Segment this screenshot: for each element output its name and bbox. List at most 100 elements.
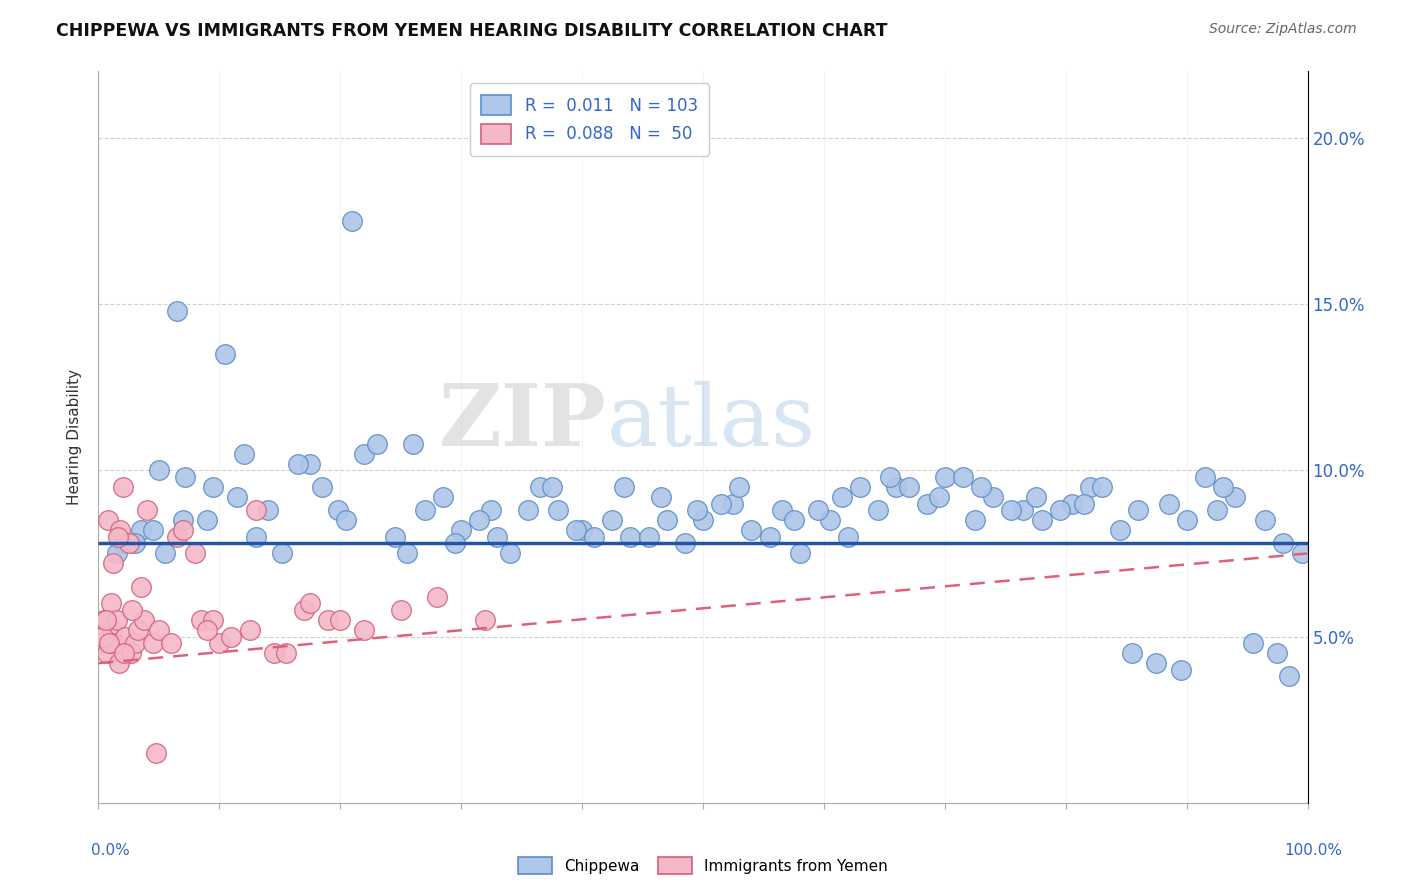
- Point: [807, 503, 830, 517]
- Point: [1128, 503, 1150, 517]
- Point: [868, 503, 890, 517]
- Point: [818, 513, 841, 527]
- Point: [287, 457, 309, 471]
- Point: [565, 523, 588, 537]
- Point: [1121, 646, 1143, 660]
- Point: [1000, 503, 1022, 517]
- Text: CHIPPEWA VS IMMIGRANTS FROM YEMEN HEARING DISABILITY CORRELATION CHART: CHIPPEWA VS IMMIGRANTS FROM YEMEN HEARIN…: [56, 22, 887, 40]
- Point: [673, 536, 696, 550]
- Point: [111, 480, 134, 494]
- Point: [93, 613, 115, 627]
- Point: [108, 523, 131, 537]
- Point: [195, 623, 218, 637]
- Point: [897, 480, 920, 494]
- Point: [145, 746, 167, 760]
- Point: [1078, 480, 1101, 494]
- Point: [1206, 503, 1229, 517]
- Point: [758, 530, 780, 544]
- Point: [166, 303, 188, 318]
- Point: [1073, 497, 1095, 511]
- Point: [789, 546, 811, 560]
- Point: [413, 503, 436, 517]
- Point: [232, 447, 254, 461]
- Point: [965, 513, 987, 527]
- Point: [619, 530, 641, 544]
- Point: [1091, 480, 1114, 494]
- Point: [710, 497, 733, 511]
- Point: [166, 530, 188, 544]
- Point: [655, 513, 678, 527]
- Point: [107, 530, 129, 544]
- Point: [1241, 636, 1264, 650]
- Point: [299, 457, 322, 471]
- Point: [101, 557, 124, 571]
- Point: [129, 580, 152, 594]
- Point: [299, 596, 322, 610]
- Point: [245, 503, 267, 517]
- Point: [135, 503, 157, 517]
- Point: [692, 513, 714, 527]
- Point: [637, 530, 659, 544]
- Point: [583, 530, 606, 544]
- Point: [1291, 546, 1313, 560]
- Point: [444, 536, 467, 550]
- Point: [172, 523, 194, 537]
- Point: [214, 347, 236, 361]
- Point: [1278, 669, 1301, 683]
- Point: [770, 503, 793, 517]
- Point: [981, 490, 1004, 504]
- Point: [91, 636, 114, 650]
- Point: [142, 636, 165, 650]
- Point: [602, 513, 624, 527]
- Point: [1146, 656, 1168, 670]
- Point: [1254, 513, 1277, 527]
- Point: [1025, 490, 1047, 504]
- Point: [329, 613, 352, 627]
- Point: [783, 513, 806, 527]
- Point: [928, 490, 950, 504]
- Point: [395, 546, 418, 560]
- Point: [108, 656, 131, 670]
- Point: [468, 513, 491, 527]
- Point: [98, 636, 121, 650]
- Point: [153, 546, 176, 560]
- Point: [148, 463, 170, 477]
- Point: [202, 613, 225, 627]
- Point: [100, 596, 122, 610]
- Point: [366, 436, 388, 450]
- Point: [540, 480, 562, 494]
- Point: [120, 646, 142, 660]
- Point: [450, 523, 472, 537]
- Point: [127, 623, 149, 637]
- Point: [172, 513, 194, 527]
- Point: [1272, 536, 1295, 550]
- Point: [1223, 490, 1246, 504]
- Point: [271, 546, 294, 560]
- Point: [1049, 503, 1071, 517]
- Point: [915, 497, 938, 511]
- Point: [849, 480, 872, 494]
- Point: [1031, 513, 1053, 527]
- Point: [274, 646, 297, 660]
- Point: [1194, 470, 1216, 484]
- Point: [1170, 663, 1192, 677]
- Point: [1157, 497, 1180, 511]
- Text: atlas: atlas: [606, 381, 815, 464]
- Point: [934, 470, 956, 484]
- Point: [1267, 646, 1289, 660]
- Point: [103, 636, 125, 650]
- Point: [316, 613, 339, 627]
- Point: [134, 613, 156, 627]
- Point: [100, 623, 122, 637]
- Point: [184, 546, 207, 560]
- Point: [952, 470, 974, 484]
- Point: [571, 523, 593, 537]
- Point: [498, 546, 520, 560]
- Point: [342, 214, 364, 228]
- Point: [1212, 480, 1234, 494]
- Point: [94, 613, 117, 627]
- Point: [402, 436, 425, 450]
- Point: [118, 536, 141, 550]
- Point: [474, 613, 496, 627]
- Point: [121, 603, 143, 617]
